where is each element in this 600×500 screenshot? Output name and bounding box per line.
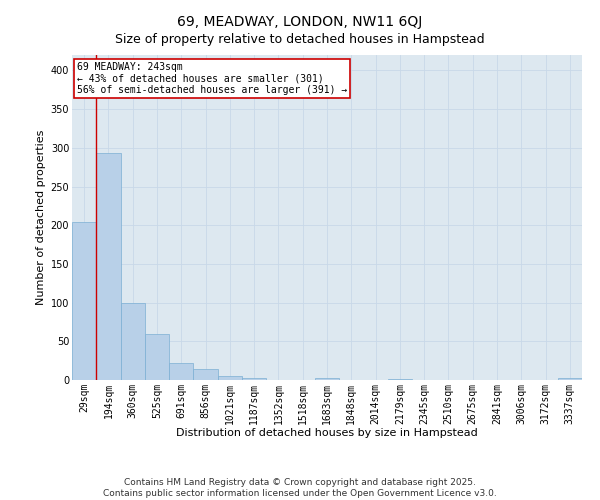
- Y-axis label: Number of detached properties: Number of detached properties: [37, 130, 46, 305]
- Bar: [96, 152, 121, 380]
- X-axis label: Distribution of detached houses by size in Hampstead: Distribution of detached houses by size …: [176, 428, 478, 438]
- Text: 69, MEADWAY, LONDON, NW11 6QJ: 69, MEADWAY, LONDON, NW11 6QJ: [178, 15, 422, 29]
- Text: 69 MEADWAY: 243sqm
← 43% of detached houses are smaller (301)
56% of semi-detach: 69 MEADWAY: 243sqm ← 43% of detached hou…: [77, 62, 347, 94]
- Bar: [242, 378, 266, 380]
- Bar: [72, 222, 96, 380]
- Bar: [145, 334, 169, 380]
- Bar: [388, 379, 412, 380]
- Bar: [121, 302, 145, 380]
- Text: Contains HM Land Registry data © Crown copyright and database right 2025.
Contai: Contains HM Land Registry data © Crown c…: [103, 478, 497, 498]
- Bar: [558, 378, 582, 380]
- Bar: [193, 369, 218, 380]
- Bar: [218, 376, 242, 380]
- Text: Size of property relative to detached houses in Hampstead: Size of property relative to detached ho…: [115, 32, 485, 46]
- Bar: [315, 378, 339, 380]
- Bar: [169, 363, 193, 380]
